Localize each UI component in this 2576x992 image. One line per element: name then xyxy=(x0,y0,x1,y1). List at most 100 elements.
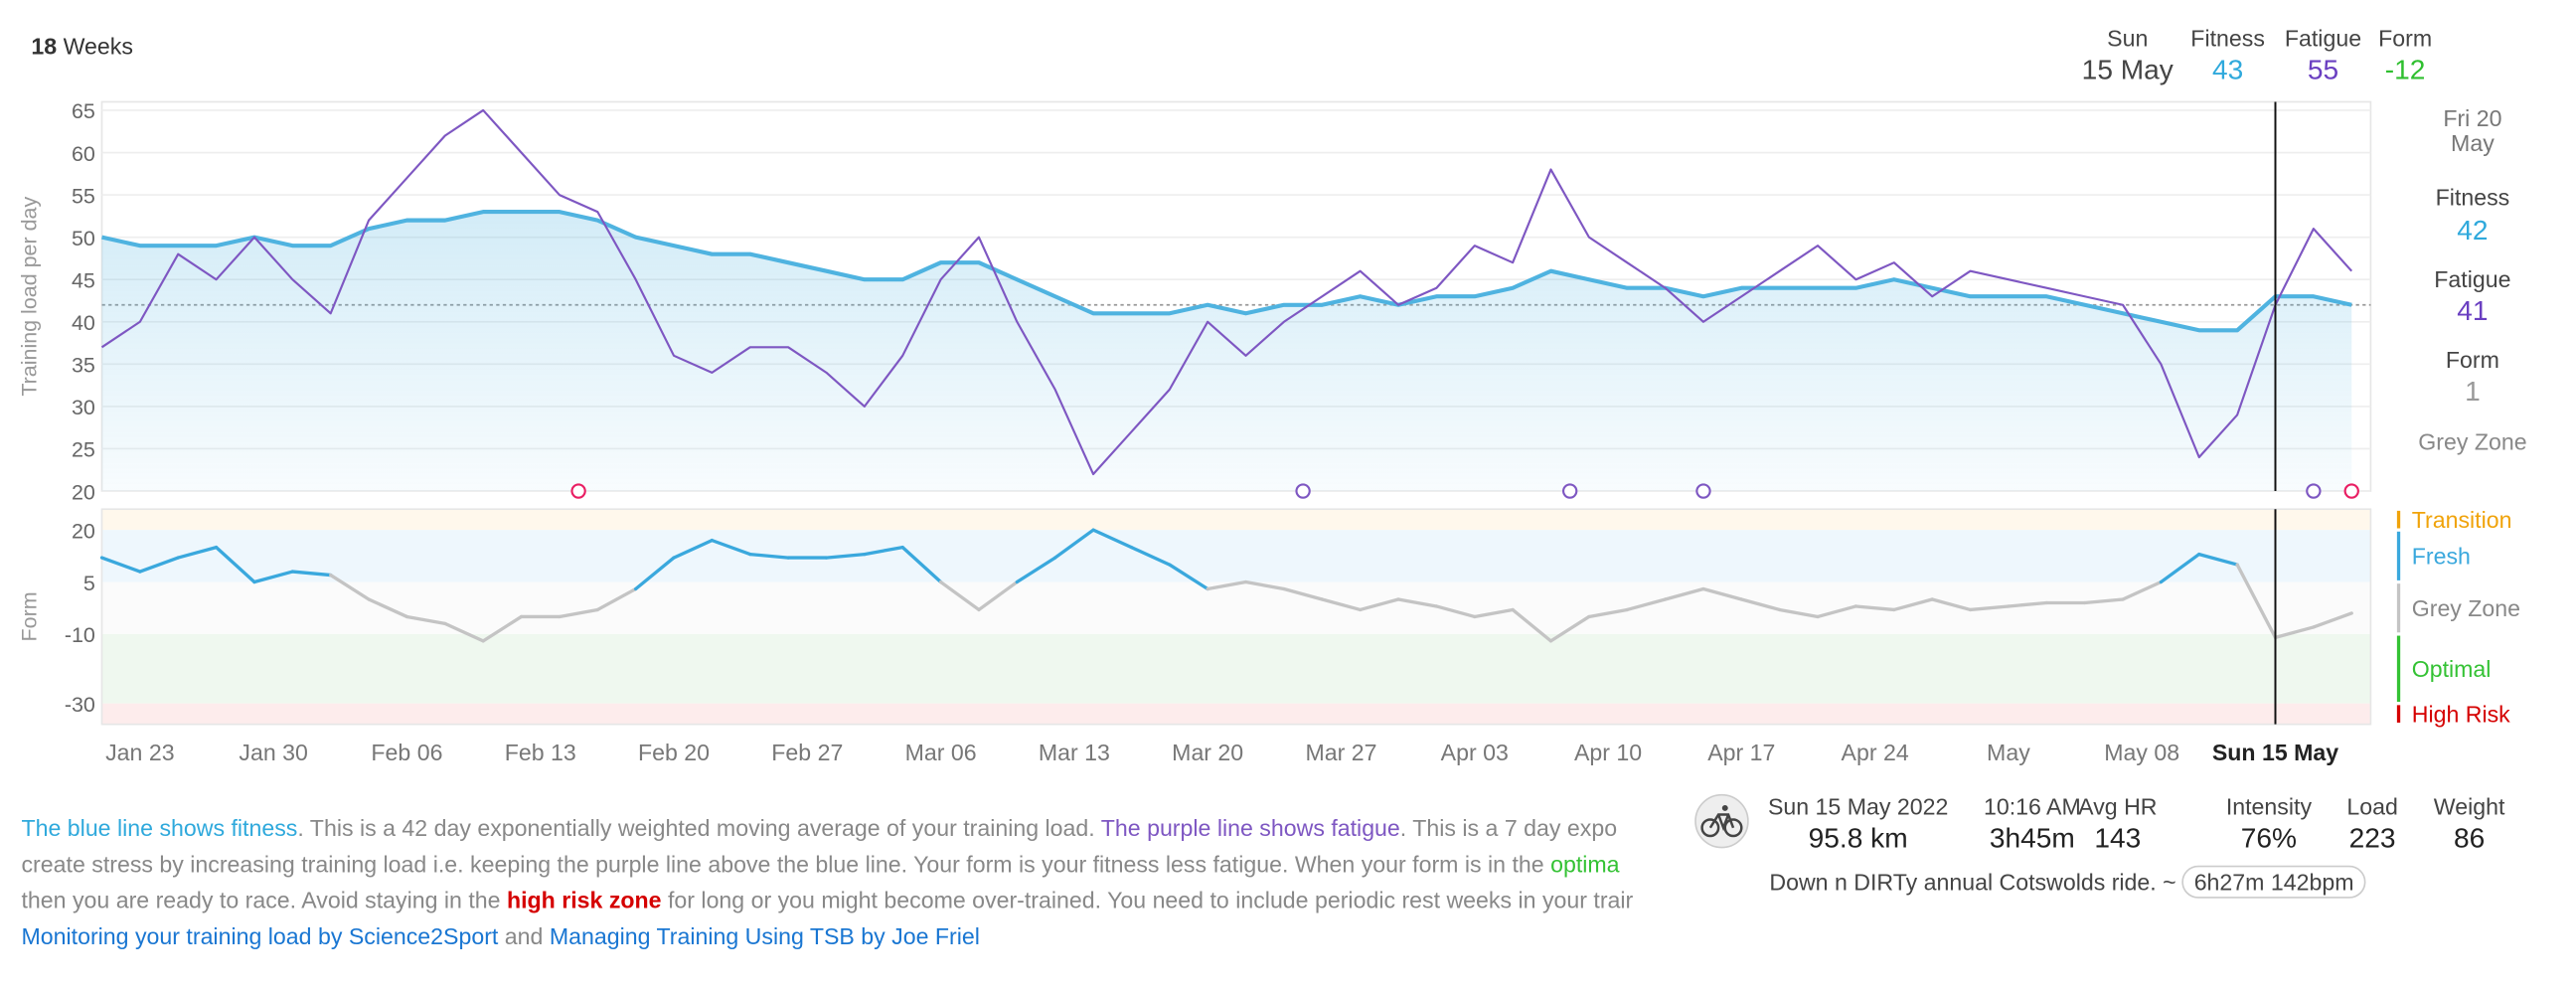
desc-text: for long or you might become over-traine… xyxy=(661,887,1634,913)
form-segment xyxy=(863,545,904,557)
activity-label: Weight xyxy=(2433,793,2505,820)
form-segment xyxy=(1587,607,1629,619)
form-segment xyxy=(404,614,447,626)
desc-line: The blue line shows fitness. This is a 4… xyxy=(21,810,1671,846)
zone-band xyxy=(101,633,2371,704)
form-segment xyxy=(710,538,752,557)
link[interactable]: Monitoring your training load by Science… xyxy=(21,922,499,950)
x-tick-label: Apr 03 xyxy=(1441,740,1509,765)
selected-label: Fatigue xyxy=(2434,265,2511,293)
activity-label: Sun 15 May 2022 xyxy=(1767,793,1949,820)
x-tick-label: Jan 23 xyxy=(105,740,174,765)
range-count: 18 xyxy=(31,33,58,60)
activity-value: 223 xyxy=(2348,822,2396,855)
form-segment xyxy=(633,556,676,591)
x-tick-label: Mar 06 xyxy=(905,740,977,765)
desc-optimal: optima xyxy=(1550,850,1620,878)
y-tick-label: 40 xyxy=(72,311,95,335)
form-segment xyxy=(1359,597,1400,612)
y-tick-label: 55 xyxy=(72,184,95,208)
event-marker xyxy=(2343,483,2359,499)
activity-label: Intensity xyxy=(2225,793,2313,820)
form-segment xyxy=(1853,604,1896,612)
y-tick-label: 5 xyxy=(83,572,95,595)
summary-label: Fitness xyxy=(2190,24,2265,52)
x-tick-label: Apr 17 xyxy=(1707,740,1775,765)
x-tick-label: Apr 24 xyxy=(1842,740,1909,765)
form-segment xyxy=(2197,552,2239,567)
series-line xyxy=(101,210,2352,333)
zone-band xyxy=(101,703,2371,725)
zone-marker xyxy=(2396,583,2401,633)
range: 18 Weeks xyxy=(31,33,133,59)
x-tick-label: Feb 20 xyxy=(638,740,710,765)
form-segment xyxy=(900,545,943,584)
series-line xyxy=(100,108,2353,476)
zone-marker xyxy=(2396,510,2401,529)
form-segment xyxy=(1320,597,1363,612)
desc-text: then you are ready to race. Avoid stayin… xyxy=(21,887,507,913)
form-segment xyxy=(252,570,294,584)
x-tick-label: Apr 10 xyxy=(1574,740,1642,765)
form-segment xyxy=(1396,597,1439,608)
description: The blue line shows fitness. This is a 4… xyxy=(21,810,1671,954)
activity-label: Avg HR xyxy=(2078,793,2158,820)
x-tick-label: Feb 06 xyxy=(371,740,442,765)
form-segment xyxy=(1206,579,1248,591)
form-segment xyxy=(367,597,409,619)
zone-marker xyxy=(2396,705,2401,724)
form-segment xyxy=(290,570,333,578)
y-tick-label: 35 xyxy=(72,354,95,378)
event-marker xyxy=(1295,483,1311,499)
form-segment xyxy=(748,552,790,560)
form-segment xyxy=(1892,597,1934,612)
link[interactable]: Managing Training Using TSB by Joe Friel xyxy=(549,922,980,950)
form-segment xyxy=(1091,528,1134,550)
desc-text: create stress by increasing training loa… xyxy=(21,850,1551,878)
desc-line: create stress by increasing training loa… xyxy=(21,846,1671,882)
y-tick-label: 25 xyxy=(72,438,95,462)
form-segment xyxy=(1511,607,1553,643)
event-marker xyxy=(1695,483,1711,499)
selected-label: Fitness xyxy=(2435,184,2510,211)
zone-band xyxy=(101,581,2371,634)
form-segment xyxy=(1243,579,1286,591)
activity-label: 10:16 AM xyxy=(1983,793,2081,820)
form-segment xyxy=(329,573,371,601)
activity-value: 86 xyxy=(2453,822,2486,855)
form-segment xyxy=(2312,611,2353,629)
form-segment xyxy=(2235,563,2278,640)
summary-value: 43 xyxy=(2211,54,2244,85)
desc-line: then you are ready to race. Avoid stayin… xyxy=(21,882,1671,917)
form-segment xyxy=(1663,586,1705,601)
form-segment xyxy=(1739,597,1782,612)
form-segment xyxy=(1168,563,1209,591)
y-tick-label: 30 xyxy=(72,396,95,419)
fitness-area xyxy=(101,212,2352,492)
range-unit: Weeks xyxy=(63,33,133,60)
event-marker xyxy=(2306,483,2322,499)
form-segment xyxy=(2007,600,2048,608)
form-segment xyxy=(443,621,485,643)
x-tick-label: Sun 15 May xyxy=(2212,740,2338,765)
activity-value: 95.8 km xyxy=(1808,822,1908,855)
activity-name: Down n DIRTy annual Cotswolds ride. ~ xyxy=(1769,869,2176,896)
x-tick-label: Jan 30 xyxy=(239,740,307,765)
activity-pill: 6h27m 142bpm xyxy=(2182,865,2366,899)
x-tick-label: Feb 13 xyxy=(505,740,576,765)
y-tick-label: 45 xyxy=(72,268,95,292)
form-segment xyxy=(1930,597,1973,612)
form-segment xyxy=(558,607,599,619)
zone-marker xyxy=(2396,635,2401,703)
desc-fitness: The blue line shows fitness xyxy=(21,814,298,841)
bike-icon xyxy=(1694,793,1749,849)
y-axis-title: Form xyxy=(17,591,41,641)
summary-label: Fatigue xyxy=(2284,24,2362,52)
form-segment xyxy=(1473,607,1515,619)
event-marker xyxy=(570,483,586,499)
form-segment xyxy=(1968,604,2011,612)
charts: 20 25 30 35 40 45 50 55 60 65 Training load per da… xyxy=(17,99,2520,765)
activity-value: 3h45m xyxy=(1989,822,2075,855)
selected-label: Form xyxy=(2445,346,2499,374)
